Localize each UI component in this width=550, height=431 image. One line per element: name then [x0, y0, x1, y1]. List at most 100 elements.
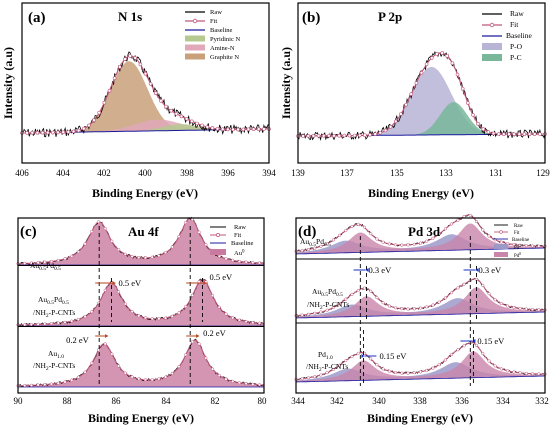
panel-d-fit-marker: [306, 312, 311, 316]
panel-d-fit-marker: [437, 232, 441, 236]
panel-c-fit-marker: [217, 373, 221, 377]
panel-c-fit-marker: [157, 317, 161, 321]
panel-d-fit-marker: [481, 283, 485, 287]
panel-d-fit-marker: [381, 301, 385, 305]
panel-a-fit-marker: [107, 88, 112, 93]
panel-d-fit-marker: [506, 304, 510, 308]
panel-a-fit-marker: [87, 123, 91, 128]
legend-fit: Fit: [210, 18, 217, 25]
panel-d-fit-marker: [394, 370, 398, 375]
legend-fit: Fit: [510, 20, 519, 29]
legend-amine-n: Amine-N: [210, 45, 235, 52]
panel-c-fit-marker: [137, 314, 141, 318]
panel-d-fit-marker: [499, 240, 503, 244]
panel-c-fit-marker: [217, 305, 221, 309]
panel-d-x-ticks: 344 342 340 338 336 334 332: [291, 396, 549, 406]
panel-b-fit-marker: [347, 133, 352, 138]
panel-a-fit-marker: [35, 130, 40, 135]
panel-b-fit-marker: [445, 54, 450, 58]
panel-d-tick-332: 332: [535, 396, 549, 406]
panel-c-fit-marker: [23, 261, 27, 265]
panel-d-fit-marker: [518, 243, 522, 247]
panel-c-fit-marker: [70, 378, 74, 382]
panel-c-fit-marker: [211, 367, 215, 371]
panel-b-tick-133: 133: [439, 168, 453, 178]
panel-d-fit-marker: [313, 375, 317, 379]
panel-d-shift-label-1b: 0.3 eV: [479, 265, 503, 275]
panel-d-fit-marker: [437, 300, 441, 304]
panel-a-fit-marker: [169, 108, 173, 113]
panel-c-title: Au 4f: [128, 224, 159, 239]
panel-c-fit-marker: [36, 322, 40, 326]
panel-b-fit-marker: [373, 132, 378, 136]
panel-b-legend: Raw Fit Baseline P-O P-C: [482, 9, 532, 62]
panel-c-fit-marker: [244, 319, 248, 324]
panel-a-fit-marker: [82, 126, 86, 131]
panel-a-fit-marker: [190, 119, 194, 124]
panel-d-fit-marker: [381, 240, 385, 244]
panel-a-fit-marker: [200, 123, 204, 128]
panel-a-tick-404: 404: [56, 168, 70, 178]
panel-d-fit-marker: [487, 292, 491, 296]
panel-c-fit-marker: [137, 377, 141, 381]
panel-c-fit-marker: [143, 256, 148, 260]
panel-c-fit-marker: [103, 288, 107, 292]
panel-d-fit-marker: [406, 307, 410, 311]
panel-c: 0.5 eV 0.5 eV 0.2 eV 0.2 eV (c) Au 4f Bindi…: [14, 216, 267, 425]
panel-a-fit-marker: [66, 130, 71, 134]
legend-baseline: Baseline: [512, 238, 530, 243]
panel-b-fit-marker: [486, 130, 491, 134]
panel-c-fit-marker: [76, 375, 80, 379]
panel-b-fit-marker: [342, 133, 347, 138]
panel-c-fit-marker: [237, 318, 241, 322]
panel-a-xlabel: Binding Energy (eV): [92, 186, 198, 200]
panel-d-baseline-2: [296, 311, 545, 319]
panel-d-fit-marker: [487, 234, 491, 238]
panel-c-fit-marker: [137, 256, 141, 260]
panel-c-legend: Raw Fit Baseline Au0: [210, 224, 253, 257]
panel-d-fit-marker: [319, 244, 323, 248]
panel-a-fit-marker: [241, 127, 246, 132]
panel-b-fit-marker: [507, 132, 511, 136]
panel-c-fit-marker: [177, 311, 181, 315]
legend-baseline: Baseline: [231, 240, 253, 247]
panel-d-fit-marker: [493, 364, 497, 368]
panel-c-fit-marker: [164, 375, 168, 379]
panel-a-fit-marker: [231, 127, 235, 132]
panel-d-fit-marker: [319, 310, 323, 314]
panel-d-fit-marker: [406, 371, 410, 375]
panel-b-tick-129: 129: [536, 168, 550, 178]
panel-a-fit-marker: [159, 99, 163, 103]
panel-b-fit-marker: [496, 132, 501, 136]
panel-d-fit-marker: [481, 351, 485, 356]
panel-b-fit-marker: [414, 81, 419, 85]
panel-d-fit-marker: [331, 305, 335, 310]
panel-b-fit-marker: [332, 133, 336, 138]
panel-d-fit-marker: [530, 372, 535, 376]
legend-fit: Fit: [514, 231, 520, 236]
panel-b-fit-marker: [363, 133, 367, 137]
panel-c-fit-marker: [170, 314, 174, 318]
panel-d-fit-marker: [431, 366, 435, 370]
panel-d-tick-342: 342: [330, 396, 344, 406]
panel-d-fit-marker: [418, 370, 423, 374]
panel-b-x-ticks: 139 137 135 133 131 129: [291, 168, 550, 178]
panel-d-fit-marker: [387, 304, 391, 308]
panel-d-fit-marker: [431, 236, 435, 240]
panel-b-fit-marker: [522, 132, 527, 136]
panel-d-fit-marker: [369, 289, 373, 293]
panel-c-fit-marker: [231, 379, 235, 383]
panel-a-fit-marker: [118, 65, 122, 69]
panel-d-fit-marker: [338, 363, 342, 367]
panel-a-fit-marker: [123, 57, 127, 61]
sample-label-au05pd05-nh2-p-cnts-line2: /NH2-P-CNTs: [33, 308, 75, 319]
panel-a-fit-marker: [215, 127, 220, 131]
panel-b-tick-135: 135: [390, 168, 404, 178]
panel-c-fit-marker: [90, 229, 94, 234]
panel-a-fit-marker: [148, 82, 153, 86]
panel-c-fit-marker: [204, 243, 208, 247]
panel-b-fit-marker: [419, 71, 424, 75]
legend-pd2plus: Pd2+: [514, 244, 523, 251]
panel-c-fit-marker: [170, 371, 174, 375]
panel-d-fit-marker: [506, 369, 510, 373]
